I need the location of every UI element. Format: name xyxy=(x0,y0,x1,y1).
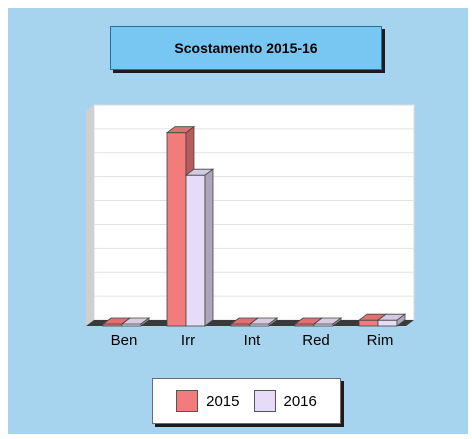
x-tick-irr: Irr xyxy=(181,332,195,349)
legend: 2015 2016 xyxy=(152,378,341,424)
x-tick-labels: Ben Irr Int Red Rim xyxy=(111,332,394,349)
x-tick-ben: Ben xyxy=(111,332,138,349)
bar-ben-2016 xyxy=(120,317,151,327)
chart-title: Scostamento 2015-16 xyxy=(110,26,382,70)
bar-rim-2016 xyxy=(376,313,407,327)
legend-swatch-2015 xyxy=(176,390,199,412)
x-tick-int: Int xyxy=(244,332,262,349)
plot-wall xyxy=(93,104,415,321)
legend-label-2015: 2015 xyxy=(206,392,240,410)
bars xyxy=(101,125,407,327)
chart-title-text: Scostamento 2015-16 xyxy=(174,40,318,56)
legend-swatch-2016 xyxy=(253,390,276,412)
x-tick-red: Red xyxy=(302,332,330,349)
bar-red-2016 xyxy=(312,317,343,327)
gridlines xyxy=(94,128,414,297)
legend-item-2016: 2016 xyxy=(253,390,317,412)
legend-label-2016: 2016 xyxy=(283,392,317,410)
plot-side-wall xyxy=(86,105,94,326)
legend-item-2015: 2015 xyxy=(176,390,240,412)
x-tick-rim: Rim xyxy=(367,332,394,349)
bar-irr-2016 xyxy=(184,168,215,327)
bar-int-2016 xyxy=(248,317,279,327)
plot-area xyxy=(86,104,415,326)
